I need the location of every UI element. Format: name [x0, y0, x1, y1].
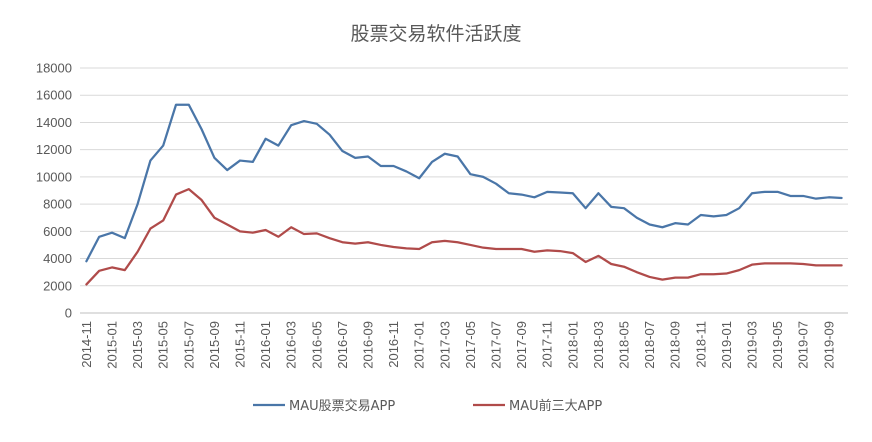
x-tick-label: 2015-11 [233, 321, 248, 368]
chart-title: 股票交易软件活跃度 [350, 23, 521, 45]
x-tick-label: 2015-07 [181, 321, 196, 369]
x-tick-label: 2017-07 [489, 321, 504, 369]
x-tick-label: 2017-03 [437, 321, 452, 369]
x-tick-label: 2016-05 [309, 321, 324, 369]
x-tick-label: 2018-07 [642, 321, 657, 369]
x-tick-label: 2018-01 [565, 321, 580, 369]
legend-label-1: MAU股票交易APP [289, 398, 395, 414]
x-tick-label: 2019-05 [770, 321, 785, 369]
series-line-2 [85, 188, 843, 286]
axis-layer: 0 2000 4000 6000 8000 10000 12000 14000 16000 180… [36, 61, 836, 369]
x-tick-label: 2016-03 [284, 321, 299, 369]
legend: MAU股票交易APP MAU前三大APP [253, 398, 602, 414]
x-tick-label: 2018-09 [668, 321, 683, 369]
x-tick-label: 2017-09 [514, 321, 529, 369]
y-tick-label: 2000 [43, 278, 72, 293]
x-tick-label: 2019-01 [719, 321, 734, 369]
x-tick-label: 2016-01 [258, 321, 273, 369]
x-tick-label: 2015-05 [156, 321, 171, 369]
y-tick-label: 8000 [43, 197, 72, 212]
x-tick-label: 2016-11 [386, 321, 401, 368]
x-tick-label: 2015-09 [207, 321, 222, 369]
x-tick-label: 2016-07 [335, 321, 350, 369]
x-tick-label: 2016-09 [361, 321, 376, 369]
y-tick-label: 0 [65, 306, 72, 321]
y-tick-label: 6000 [43, 224, 72, 239]
y-tick-label: 18000 [36, 61, 72, 76]
x-tick-label: 2015-03 [130, 321, 145, 369]
x-tick-label: 2017-11 [540, 321, 555, 368]
series-layer [85, 103, 843, 286]
x-tick-label: 2015-01 [105, 321, 120, 369]
x-tick-label: 2019-07 [796, 321, 811, 369]
grid-layer [80, 67, 848, 314]
series-line-1 [85, 103, 843, 263]
y-tick-label: 14000 [36, 115, 72, 130]
y-tick-label: 16000 [36, 88, 72, 103]
y-tick-label: 4000 [43, 251, 72, 266]
x-tick-label: 2019-09 [821, 321, 836, 369]
x-tick-label: 2014-11 [79, 321, 94, 368]
x-tick-label: 2018-11 [693, 321, 708, 368]
legend-label-2: MAU前三大APP [509, 398, 602, 414]
x-tick-label: 2018-03 [591, 321, 606, 369]
x-tick-label: 2019-03 [745, 321, 760, 369]
y-tick-label: 12000 [36, 142, 72, 157]
y-tick-label: 10000 [36, 169, 72, 184]
x-tick-label: 2018-05 [617, 321, 632, 369]
x-tick-label: 2017-01 [412, 321, 427, 369]
x-tick-label: 2017-05 [463, 321, 478, 369]
